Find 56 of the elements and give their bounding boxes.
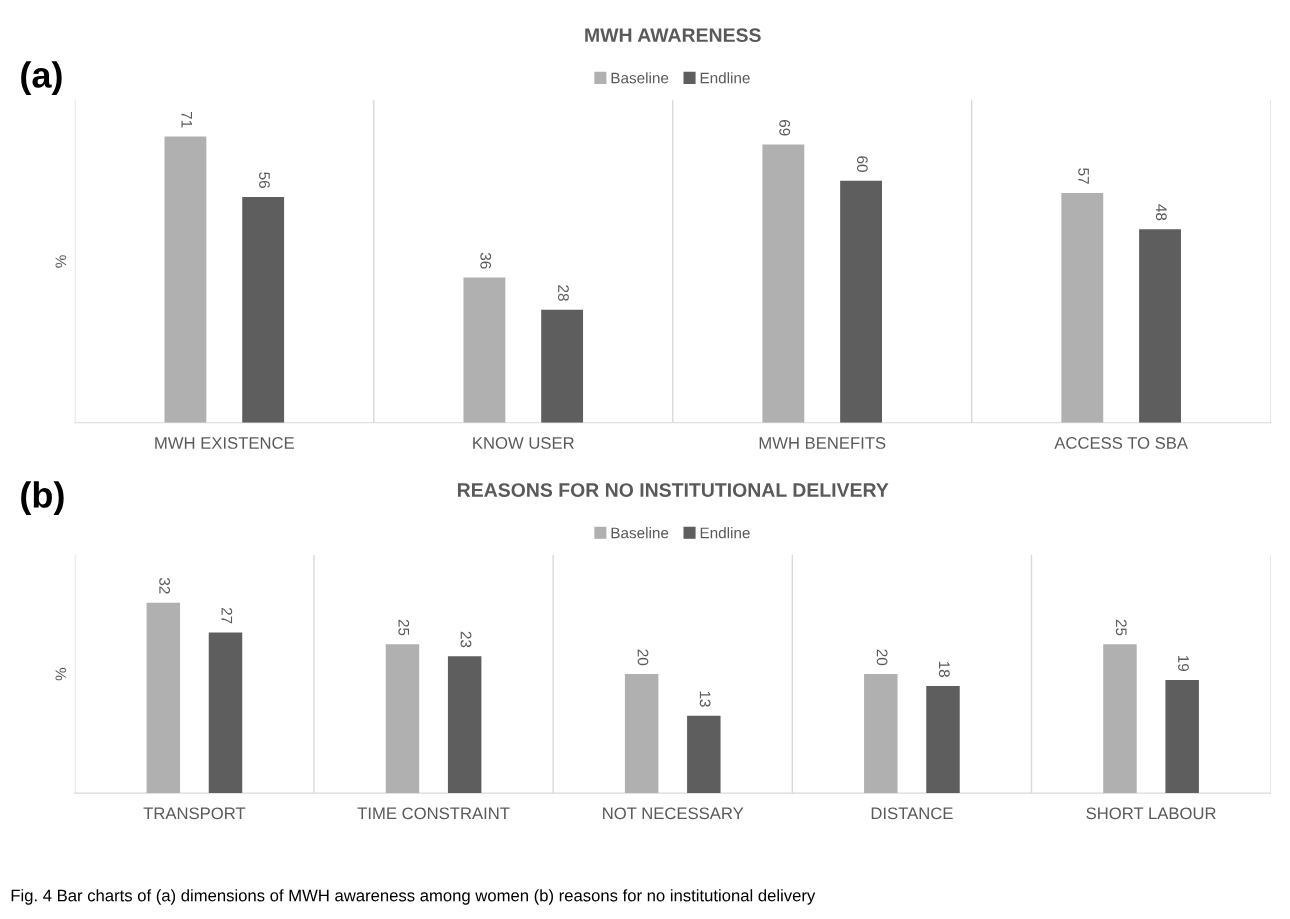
x-tick-label: NOT NECESSARY [603, 807, 744, 820]
chart-title: MWH AWARENESS [585, 28, 761, 43]
x-tick-label: DISTANCE [871, 807, 953, 820]
bar [146, 602, 181, 794]
text: (a) [21, 61, 62, 95]
data-label: 36 [480, 252, 492, 269]
bar [463, 277, 506, 423]
data-label: 25 [398, 619, 410, 636]
data-label: 60 [856, 156, 868, 172]
data-label: 23 [460, 631, 472, 648]
chart-title: REASONS FOR NO INSTITUTIONAL DELIVERY [457, 483, 889, 497]
bar [1139, 229, 1181, 423]
data-label: 71 [181, 111, 192, 128]
bar [864, 674, 898, 794]
data-label: 25 [1115, 619, 1127, 636]
data-label: 19 [1178, 655, 1189, 671]
y-axis-title: % [55, 255, 67, 268]
x-tick-label: MWH EXISTENCE [155, 437, 294, 449]
data-label: 69 [779, 119, 791, 136]
data-label: 20 [637, 649, 649, 666]
bar [687, 715, 721, 794]
data-label: 32 [159, 577, 171, 594]
data-label: 27 [221, 607, 233, 624]
bar [1103, 644, 1137, 794]
bar [840, 180, 883, 423]
bar [762, 144, 805, 423]
legend-label: Baseline [611, 72, 669, 84]
bar [1061, 192, 1104, 423]
x-tick-label: MWH BENEFITS [759, 437, 886, 449]
caption: Fig. 4 Bar charts of (a) dimensions of MWH awareness among women (b) reasons for no institutional delivery [11, 889, 816, 905]
x-tick-label: TIME CONSTRAINT [357, 807, 510, 820]
bar [541, 309, 584, 423]
bar [208, 632, 243, 794]
data-label: 28 [558, 285, 569, 301]
data-label: 20 [876, 649, 888, 666]
bar [926, 685, 960, 794]
data-label: 13 [699, 691, 711, 707]
bar [447, 656, 482, 794]
text: (b) [21, 481, 64, 515]
x-tick-label: SHORT LABOUR [1086, 807, 1216, 820]
data-label: 56 [259, 172, 270, 188]
bar [164, 136, 207, 423]
bar [385, 644, 420, 794]
bar [624, 674, 659, 794]
legend-label: Endline [700, 72, 750, 84]
x-tick-label: ACCESS TO SBA [1054, 437, 1188, 449]
bar [1165, 680, 1199, 794]
data-label: 57 [1078, 168, 1089, 184]
x-tick-label: TRANSPORT [143, 807, 246, 820]
legend-label: Baseline [611, 527, 669, 539]
data-label: 48 [1155, 204, 1167, 221]
y-axis-title: % [55, 667, 67, 681]
x-tick-label: KNOW USER [473, 437, 574, 449]
bar [242, 196, 285, 423]
data-label: 18 [938, 661, 950, 677]
legend-label: Endline [700, 527, 750, 539]
